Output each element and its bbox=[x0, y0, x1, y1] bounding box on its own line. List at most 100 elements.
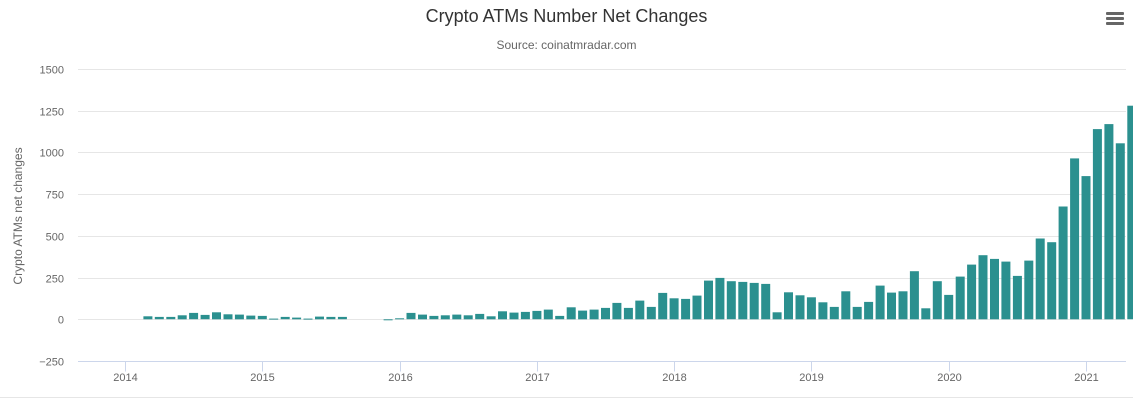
bar[interactable] bbox=[852, 306, 862, 320]
bar[interactable] bbox=[1070, 158, 1080, 320]
bar[interactable] bbox=[1012, 275, 1022, 320]
bar[interactable] bbox=[315, 316, 324, 320]
bar[interactable] bbox=[486, 316, 496, 320]
bar[interactable] bbox=[1001, 261, 1011, 320]
bar[interactable] bbox=[200, 314, 210, 320]
bar[interactable] bbox=[418, 314, 427, 320]
bar[interactable] bbox=[955, 276, 965, 320]
bar[interactable] bbox=[212, 312, 221, 320]
bar[interactable] bbox=[143, 316, 153, 320]
bar[interactable] bbox=[932, 281, 942, 320]
bar[interactable] bbox=[555, 315, 565, 320]
bar[interactable] bbox=[887, 292, 896, 320]
bar[interactable] bbox=[749, 282, 759, 320]
bar[interactable] bbox=[1092, 129, 1102, 320]
bar[interactable] bbox=[715, 277, 725, 320]
bar[interactable] bbox=[280, 316, 290, 320]
bar[interactable] bbox=[623, 307, 633, 320]
menu-icon-bar bbox=[1106, 22, 1124, 25]
y-tick-label: 1250 bbox=[40, 107, 64, 119]
bar[interactable] bbox=[429, 315, 439, 320]
y-tick-label: 750 bbox=[46, 190, 64, 202]
bar[interactable] bbox=[383, 319, 393, 321]
bar[interactable] bbox=[601, 307, 610, 320]
bar[interactable] bbox=[738, 281, 748, 320]
bar[interactable] bbox=[704, 280, 713, 320]
bar[interactable] bbox=[234, 314, 244, 320]
bar[interactable] bbox=[509, 312, 519, 320]
bar[interactable] bbox=[841, 291, 851, 320]
menu-icon[interactable] bbox=[1106, 12, 1124, 26]
chart-subtitle: Source: coinatmradar.com bbox=[496, 38, 637, 52]
bar[interactable] bbox=[692, 295, 702, 320]
bar[interactable] bbox=[337, 316, 347, 320]
bar[interactable] bbox=[406, 312, 416, 320]
bar[interactable] bbox=[944, 294, 954, 320]
bar[interactable] bbox=[1104, 124, 1114, 320]
bar[interactable] bbox=[1024, 260, 1034, 320]
menu-icon-bar bbox=[1106, 17, 1124, 20]
bar[interactable] bbox=[177, 315, 187, 320]
bar[interactable] bbox=[566, 307, 576, 320]
bar[interactable] bbox=[395, 318, 405, 320]
bar[interactable] bbox=[269, 318, 279, 320]
bar[interactable] bbox=[154, 316, 164, 320]
bar[interactable] bbox=[646, 306, 656, 320]
bar[interactable] bbox=[864, 301, 874, 320]
x-tick-label: 2014 bbox=[113, 372, 137, 384]
bar[interactable] bbox=[475, 313, 485, 320]
bar[interactable] bbox=[806, 297, 816, 320]
x-tick-label: 2017 bbox=[525, 372, 549, 384]
bar[interactable] bbox=[246, 315, 256, 320]
bar[interactable] bbox=[440, 315, 450, 320]
bar[interactable] bbox=[589, 309, 599, 320]
bar[interactable] bbox=[726, 281, 736, 320]
bar[interactable] bbox=[669, 298, 679, 320]
bar[interactable] bbox=[784, 292, 793, 320]
x-tick-label: 2015 bbox=[250, 372, 274, 384]
bar[interactable] bbox=[990, 258, 999, 320]
bar[interactable] bbox=[1058, 206, 1068, 320]
x-tick-label: 2016 bbox=[388, 372, 412, 384]
bar[interactable] bbox=[795, 295, 805, 320]
bar[interactable] bbox=[658, 292, 668, 320]
bar[interactable] bbox=[532, 310, 542, 320]
bar[interactable] bbox=[1127, 105, 1133, 320]
divider bbox=[0, 397, 1133, 398]
bar[interactable] bbox=[772, 312, 782, 320]
bar[interactable] bbox=[875, 285, 885, 320]
bar[interactable] bbox=[909, 271, 919, 320]
x-tick-label: 2019 bbox=[799, 372, 823, 384]
bar[interactable] bbox=[829, 306, 839, 320]
bar[interactable] bbox=[292, 317, 302, 320]
bar[interactable] bbox=[1047, 242, 1057, 320]
bar[interactable] bbox=[635, 300, 645, 320]
bar[interactable] bbox=[967, 264, 977, 320]
bar[interactable] bbox=[189, 312, 199, 320]
bar[interactable] bbox=[223, 314, 233, 320]
x-tick-label: 2018 bbox=[662, 372, 686, 384]
bar[interactable] bbox=[818, 302, 828, 320]
bar[interactable] bbox=[303, 318, 313, 320]
bar[interactable] bbox=[452, 314, 462, 320]
bar[interactable] bbox=[681, 298, 691, 320]
bar[interactable] bbox=[898, 291, 908, 320]
chart-title: Crypto ATMs Number Net Changes bbox=[425, 6, 708, 26]
bar[interactable] bbox=[1115, 143, 1125, 320]
bar[interactable] bbox=[1035, 238, 1045, 320]
bar[interactable] bbox=[498, 311, 507, 320]
bar[interactable] bbox=[326, 316, 336, 320]
bar[interactable] bbox=[612, 302, 622, 320]
bar[interactable] bbox=[166, 316, 176, 320]
bar[interactable] bbox=[463, 315, 473, 320]
x-tick-label: 2020 bbox=[937, 372, 961, 384]
bar[interactable] bbox=[520, 311, 530, 320]
bar[interactable] bbox=[921, 308, 931, 320]
bar[interactable] bbox=[543, 309, 553, 320]
bar[interactable] bbox=[761, 283, 771, 320]
bar[interactable] bbox=[257, 315, 267, 320]
bar[interactable] bbox=[578, 310, 588, 320]
bar[interactable] bbox=[1081, 176, 1091, 320]
bar[interactable] bbox=[978, 255, 988, 320]
